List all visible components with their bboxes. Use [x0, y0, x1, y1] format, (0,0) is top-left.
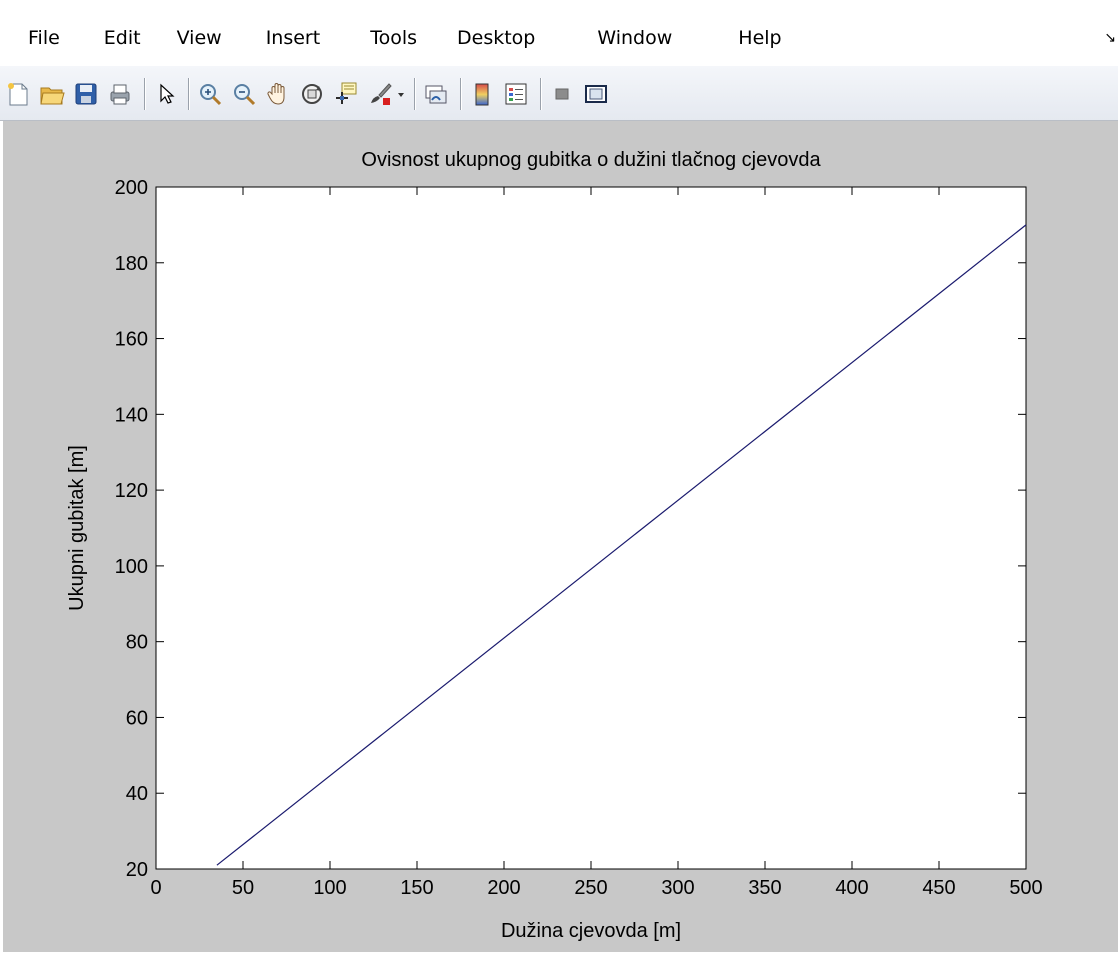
y-tick-label: 20: [126, 859, 148, 881]
figure-toolbar: [0, 66, 1118, 121]
zoom-in-icon[interactable]: [196, 80, 224, 108]
pan-hand-icon[interactable]: [264, 80, 292, 108]
y-tick-label: 40: [126, 783, 148, 805]
y-tick-label: 160: [115, 329, 148, 351]
toolbar-separator: [144, 78, 146, 110]
x-tick-label: 400: [835, 877, 868, 899]
x-tick-label: 300: [661, 877, 694, 899]
menu-help[interactable]: Help: [738, 27, 782, 49]
edit-plot-arrow-icon[interactable]: [152, 80, 180, 108]
x-tick-labels: 0 50 100 150 200 250 300 350 400 450 500: [150, 877, 1042, 899]
y-tick-label: 200: [115, 177, 148, 199]
chart-title: Ovisnost ukupnog gubitka o dužini tlačno…: [361, 149, 821, 171]
toolbar-separator: [460, 78, 462, 110]
figure-canvas: 0 50 100 150 200 250 300 350 400 450 500 20 40 60 80 1…: [3, 121, 1118, 952]
x-tick-label: 500: [1009, 877, 1042, 899]
x-axis-label: Dužina cjevovda [m]: [501, 920, 681, 942]
y-axis-label: Ukupni gubitak [m]: [66, 445, 88, 611]
series-line: [216, 224, 1027, 866]
menu-tools[interactable]: Tools: [370, 27, 417, 49]
save-figure-icon[interactable]: [72, 80, 100, 108]
menu-view[interactable]: View: [176, 27, 222, 49]
x-tick-label: 200: [487, 877, 520, 899]
zoom-out-icon[interactable]: [230, 80, 258, 108]
y-tick-label: 60: [126, 707, 148, 729]
menu-edit[interactable]: Edit: [103, 27, 141, 49]
x-tick-label: 250: [574, 877, 607, 899]
show-plot-tools-icon[interactable]: [582, 80, 610, 108]
menu-file[interactable]: File: [28, 27, 60, 49]
print-figure-icon[interactable]: [106, 80, 134, 108]
menu-bar: File Edit View Insert Tools Desktop Window Help…: [0, 0, 1118, 66]
rotate-3d-icon[interactable]: [298, 80, 326, 108]
menu-window[interactable]: Window: [597, 27, 673, 49]
brush-dropdown-icon[interactable]: [394, 80, 408, 108]
y-tick-label: 100: [115, 556, 148, 578]
y-tick-label: 80: [126, 632, 148, 654]
insert-legend-icon[interactable]: [502, 80, 530, 108]
y-tick-label: 140: [115, 404, 148, 426]
x-tick-label: 50: [232, 877, 254, 899]
axes-box[interactable]: [155, 186, 1027, 870]
new-figure-icon[interactable]: [4, 80, 32, 108]
link-plot-icon[interactable]: [422, 80, 450, 108]
menu-items: File Edit View Insert Tools Desktop Window Help: [28, 27, 782, 49]
toolbar-separator: [188, 78, 190, 110]
open-file-icon[interactable]: [38, 80, 66, 108]
x-tick-label: 350: [748, 877, 781, 899]
x-tick-label: 150: [400, 877, 433, 899]
x-tick-label: 100: [313, 877, 346, 899]
axis-ticks: [155, 186, 1027, 870]
toolbar-separator: [414, 78, 416, 110]
menu-overflow-icon[interactable]: ↘: [1104, 30, 1116, 46]
insert-colorbar-icon[interactable]: [468, 80, 496, 108]
data-cursor-icon[interactable]: [332, 80, 360, 108]
y-tick-label: 120: [115, 480, 148, 502]
menu-desktop[interactable]: Desktop: [457, 27, 536, 49]
toolbar-separator: [540, 78, 542, 110]
hide-plot-tools-icon[interactable]: [548, 80, 576, 108]
x-tick-label: 0: [150, 877, 161, 899]
x-tick-label: 450: [922, 877, 955, 899]
brush-icon[interactable]: [366, 80, 394, 108]
y-tick-label: 180: [115, 253, 148, 275]
menu-insert[interactable]: Insert: [265, 27, 321, 49]
y-tick-labels: 20 40 60 80 100 120 140 160 180 200: [115, 177, 148, 881]
plot-svg: 0 50 100 150 200 250 300 350 400 450 500 20 40 60 80 1…: [66, 149, 1043, 942]
